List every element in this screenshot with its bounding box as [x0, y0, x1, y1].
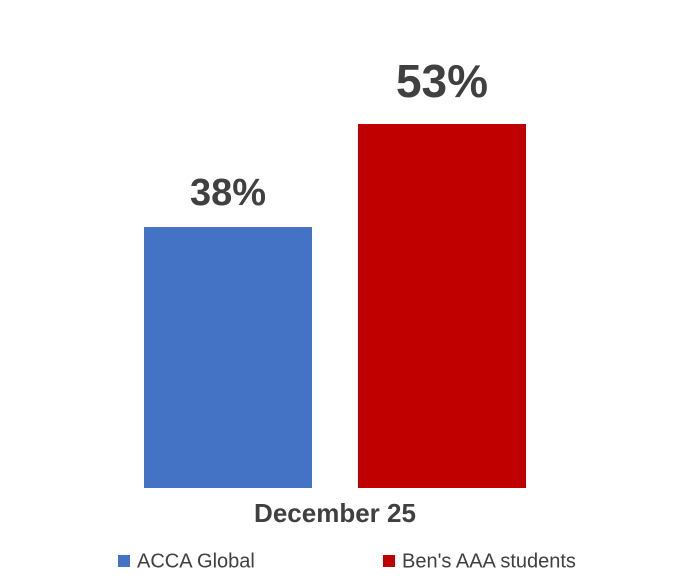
- x-tick-label: December 25: [254, 498, 416, 528]
- value-label: 53%: [396, 55, 488, 107]
- bar: [358, 124, 526, 488]
- legend-label: Ben's AAA students: [402, 550, 576, 572]
- bar: [144, 227, 312, 489]
- legend-swatch: [118, 555, 130, 567]
- legend-swatch: [383, 555, 395, 567]
- value-label: 38%: [190, 172, 266, 214]
- legend-label: ACCA Global: [137, 550, 255, 572]
